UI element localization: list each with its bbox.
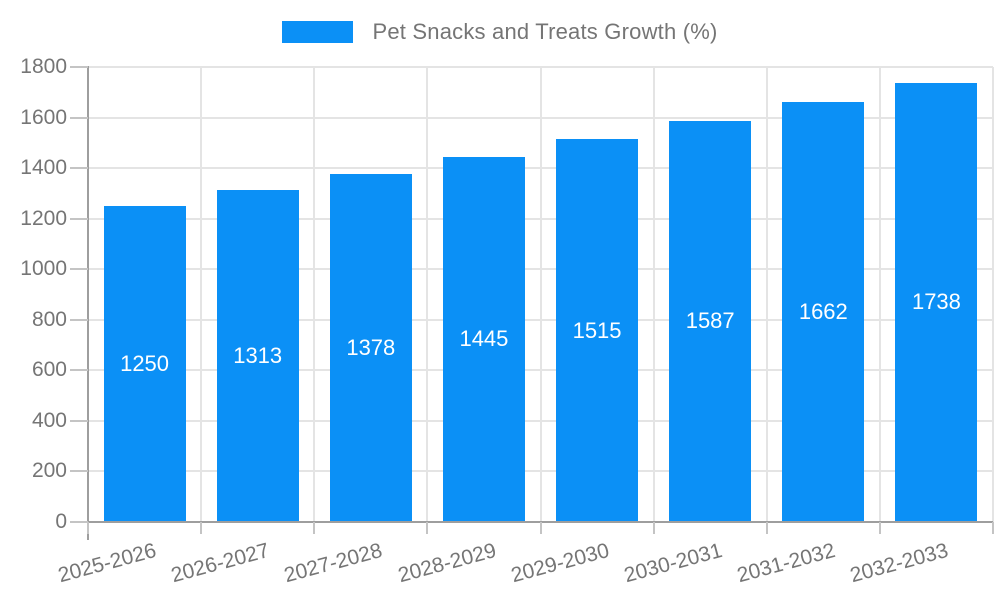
x-tick-mark	[992, 522, 994, 534]
v-gridline	[878, 67, 881, 522]
y-axis-tick-label: 1000	[20, 257, 67, 281]
y-tick-mark	[70, 521, 88, 523]
y-tick-mark	[70, 419, 88, 422]
legend-item[interactable]: Pet Snacks and Treats Growth (%)	[282, 19, 717, 45]
bar-value-label: 1738	[911, 289, 961, 315]
y-axis-tick-label: 200	[31, 459, 67, 483]
x-axis-tick-label: 2030-2031	[621, 538, 725, 588]
y-axis-tick-label: 800	[31, 307, 67, 331]
bar-2032-2033[interactable]	[895, 82, 978, 522]
x-tick-mark	[200, 522, 203, 534]
bar-2025-2026[interactable]	[103, 206, 186, 522]
y-axis-tick-label: 1600	[20, 105, 67, 129]
x-tick-mark	[539, 522, 542, 534]
y-tick-mark	[70, 470, 88, 473]
y-tick-mark	[70, 268, 88, 271]
bar-2027-2028[interactable]	[329, 173, 412, 522]
x-tick-mark	[765, 522, 768, 534]
v-gridline	[313, 67, 316, 522]
x-axis-tick-label: 2032-2033	[847, 538, 951, 588]
y-tick-mark	[70, 116, 88, 119]
y-axis-tick-label: 1400	[20, 156, 67, 180]
v-gridline	[992, 67, 994, 522]
y-tick-mark	[70, 217, 88, 220]
bar-2030-2031[interactable]	[669, 120, 752, 522]
y-axis-tick-label: 1200	[20, 206, 67, 230]
bar-2029-2030[interactable]	[556, 139, 639, 522]
y-axis-tick-label: 0	[55, 510, 67, 533]
y-tick-mark	[70, 318, 88, 321]
x-axis-tick-label: 2026-2027	[168, 538, 272, 588]
y-tick-mark	[70, 369, 88, 372]
bar-value-label: 1313	[233, 343, 283, 369]
chart-legend: Pet Snacks and Treats Growth (%)	[0, 19, 1000, 45]
bar-value-label: 1587	[685, 308, 735, 334]
x-axis-tick-label: 2031-2032	[734, 538, 838, 588]
bar-2028-2029[interactable]	[442, 156, 525, 522]
y-axis-tick-label: 600	[31, 358, 67, 382]
x-tick-mark	[878, 522, 881, 534]
x-axis-tick-label: 2025-2026	[55, 538, 159, 588]
legend-swatch	[282, 21, 354, 43]
bar-value-label: 1515	[572, 317, 622, 343]
v-gridline	[426, 67, 429, 522]
x-tick-mark	[87, 522, 89, 534]
v-gridline	[765, 67, 768, 522]
x-tick-mark	[426, 522, 429, 534]
y-axis-tick-label: 1800	[20, 55, 67, 78]
v-gridline	[652, 67, 655, 522]
y-tick-mark	[70, 66, 88, 68]
v-gridline	[200, 67, 203, 522]
y-axis-tick-label: 400	[31, 408, 67, 432]
y-tick-mark	[70, 167, 88, 170]
x-tick-mark	[652, 522, 655, 534]
bar-value-label: 1445	[459, 326, 509, 352]
bar-2026-2027[interactable]	[216, 190, 299, 522]
x-axis-tick-label: 2029-2030	[508, 538, 612, 588]
x-axis-tick-label: 2028-2029	[395, 538, 499, 588]
bar-2031-2032[interactable]	[782, 101, 865, 522]
x-axis-tick-label: 2027-2028	[282, 538, 386, 588]
bar-value-label: 1378	[346, 334, 396, 360]
bar-value-label: 1250	[120, 351, 170, 376]
x-tick-mark	[313, 522, 316, 534]
legend-label: Pet Snacks and Treats Growth (%)	[372, 19, 718, 44]
y-axis-line	[87, 66, 89, 540]
bar-value-label: 1662	[798, 298, 848, 324]
v-gridline	[539, 67, 542, 522]
